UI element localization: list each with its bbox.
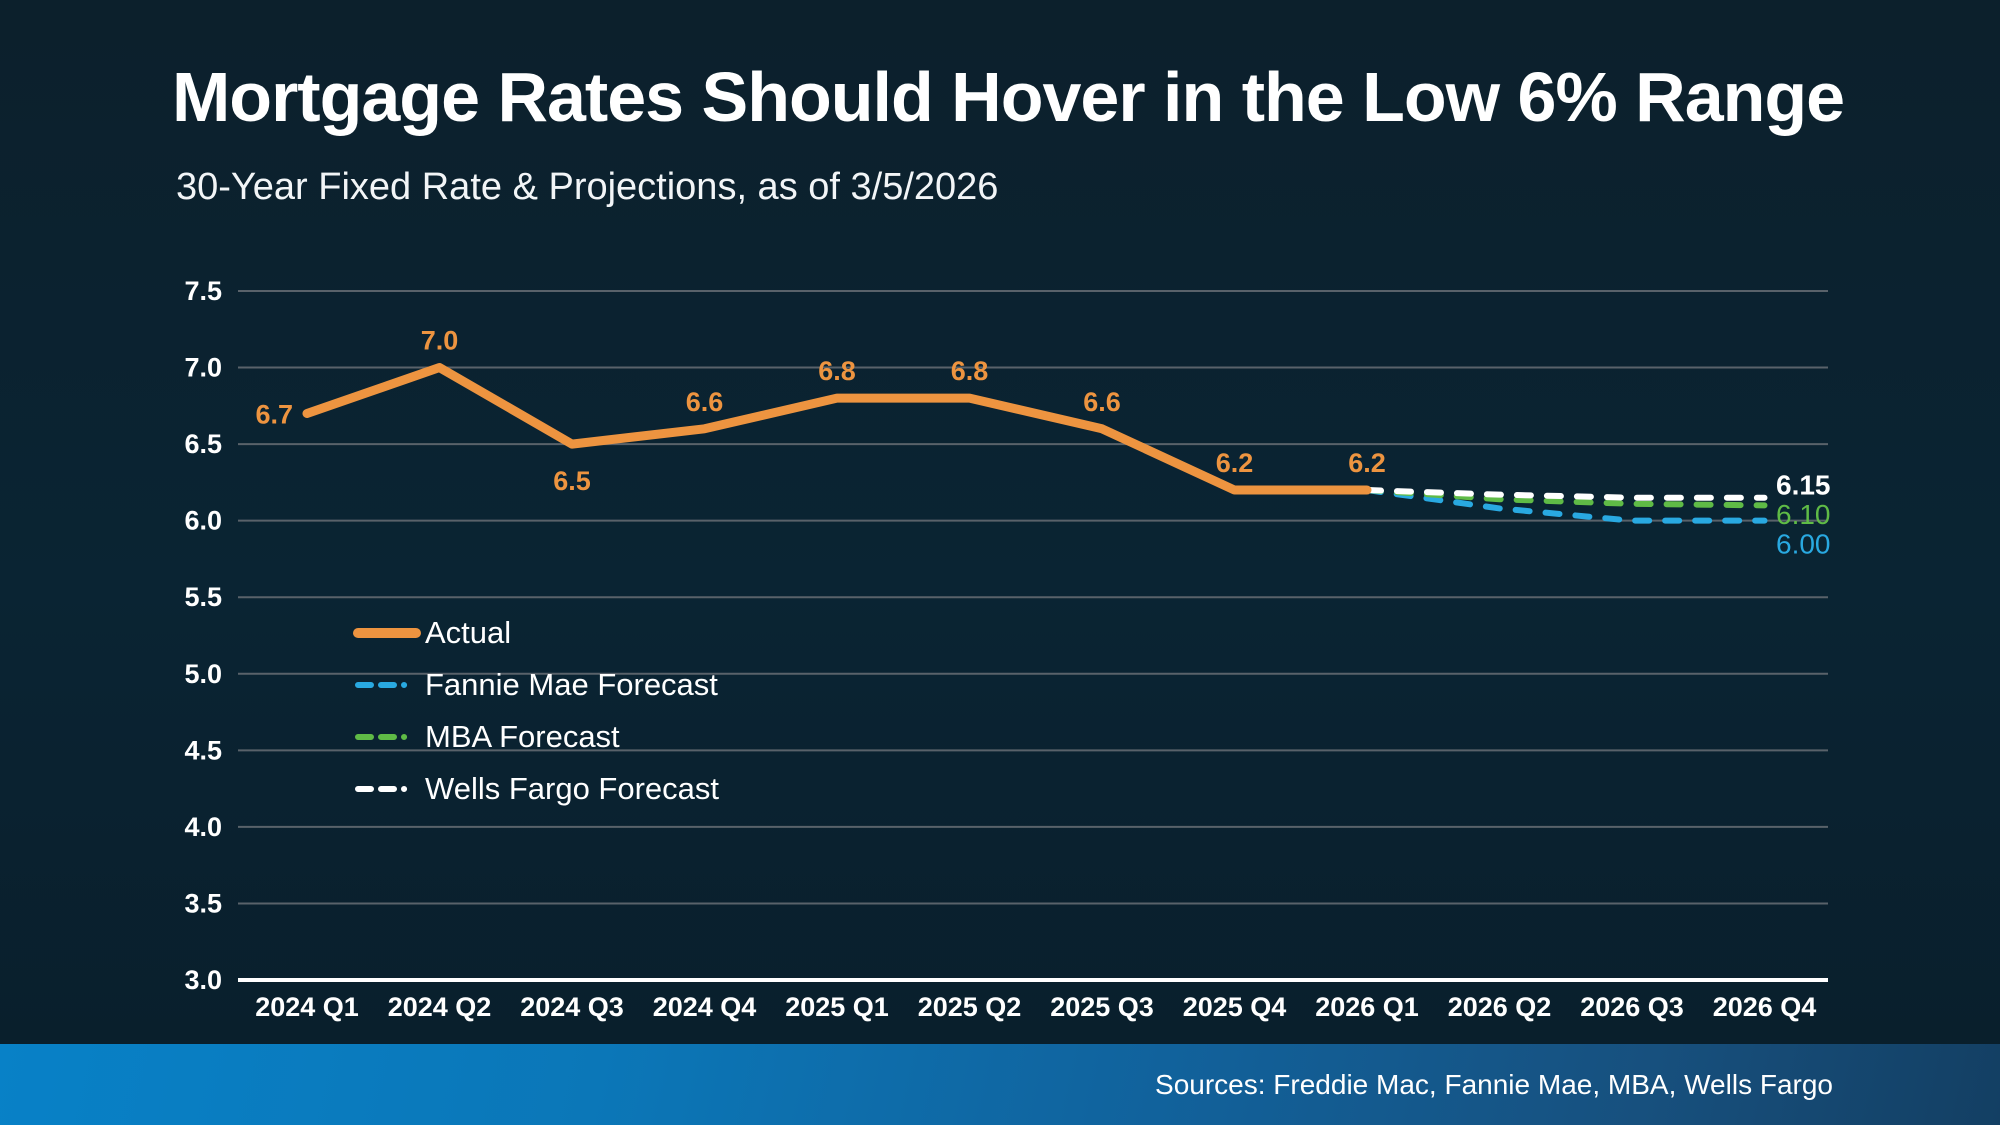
svg-text:2026 Q2: 2026 Q2 xyxy=(1448,992,1552,1022)
legend-label: Fannie Mae Forecast xyxy=(425,667,718,702)
svg-text:2024 Q1: 2024 Q1 xyxy=(255,992,359,1022)
actual-point-labels: 6.7 7.0 6.5 6.6 6.8 6.8 6.6 6.2 6.2 xyxy=(255,326,1385,497)
svg-text:6.15: 6.15 xyxy=(1776,470,1831,501)
svg-text:6.2: 6.2 xyxy=(1348,448,1386,478)
svg-text:6.0: 6.0 xyxy=(184,506,222,536)
legend-label: Actual xyxy=(425,615,512,650)
legend-swatch xyxy=(355,734,419,740)
legend-swatch xyxy=(355,786,419,792)
svg-text:5.0: 5.0 xyxy=(184,659,222,689)
svg-text:3.0: 3.0 xyxy=(184,965,222,995)
svg-text:6.10: 6.10 xyxy=(1776,499,1831,530)
svg-text:6.6: 6.6 xyxy=(686,387,724,417)
svg-text:5.5: 5.5 xyxy=(184,582,222,612)
forecast-end-labels: 6.156.106.00 xyxy=(1776,470,1831,560)
svg-text:2025 Q1: 2025 Q1 xyxy=(785,992,889,1022)
series-line-wells-fargo-forecast xyxy=(1364,487,1768,501)
legend-item-wells-fargo-forecast: Wells Fargo Forecast xyxy=(352,763,912,815)
svg-text:2024 Q2: 2024 Q2 xyxy=(388,992,492,1022)
svg-text:6.8: 6.8 xyxy=(818,356,856,386)
chart-title: Mortgage Rates Should Hover in the Low 6… xyxy=(172,58,1845,136)
gridlines xyxy=(238,290,1828,982)
chart-subtitle: 30-Year Fixed Rate & Projections, as of … xyxy=(176,166,999,208)
svg-text:4.0: 4.0 xyxy=(184,812,222,842)
chart-legend: Actual Fannie Mae Forecast MBA Forecast … xyxy=(352,607,912,815)
legend-item-mba-forecast: MBA Forecast xyxy=(352,711,912,763)
svg-text:2024 Q3: 2024 Q3 xyxy=(520,992,624,1022)
svg-text:7.5: 7.5 xyxy=(184,276,222,306)
legend-label: MBA Forecast xyxy=(425,719,620,754)
svg-text:2025 Q3: 2025 Q3 xyxy=(1050,992,1154,1022)
legend-item-actual: Actual xyxy=(352,607,912,659)
svg-text:6.5: 6.5 xyxy=(184,429,222,459)
svg-text:2026 Q3: 2026 Q3 xyxy=(1580,992,1684,1022)
legend-label: Wells Fargo Forecast xyxy=(425,771,720,806)
legend-item-fannie-mae-forecast: Fannie Mae Forecast xyxy=(352,659,912,711)
x-axis-labels: 2024 Q1 2024 Q2 2024 Q3 2024 Q4 2025 Q1 2025 … xyxy=(255,992,1816,1022)
sources-text: Sources: Freddie Mac, Fannie Mae, MBA, W… xyxy=(1155,1068,1833,1100)
svg-text:2026 Q4: 2026 Q4 xyxy=(1713,992,1817,1022)
svg-text:2025 Q2: 2025 Q2 xyxy=(918,992,1022,1022)
svg-text:6.6: 6.6 xyxy=(1083,387,1121,417)
svg-text:2026 Q1: 2026 Q1 xyxy=(1315,992,1419,1022)
svg-text:6.5: 6.5 xyxy=(553,466,591,496)
svg-text:2025 Q4: 2025 Q4 xyxy=(1183,992,1287,1022)
series-line-actual xyxy=(302,363,1372,495)
svg-text:7.0: 7.0 xyxy=(421,326,459,356)
series-line-fannie-mae-forecast xyxy=(1364,487,1768,524)
svg-text:4.5: 4.5 xyxy=(184,735,222,765)
svg-text:6.8: 6.8 xyxy=(951,356,989,386)
svg-text:7.0: 7.0 xyxy=(184,353,222,383)
y-axis-labels: 3.0 3.5 4.0 4.5 5.0 5.5 6.0 6.5 7.0 7.5 xyxy=(184,276,222,995)
svg-text:2024 Q4: 2024 Q4 xyxy=(653,992,757,1022)
footer-bar: Sources: Freddie Mac, Fannie Mae, MBA, W… xyxy=(0,1044,2000,1125)
legend-swatch xyxy=(355,682,419,688)
legend-swatch xyxy=(353,628,421,638)
svg-text:6.7: 6.7 xyxy=(255,399,293,429)
svg-text:6.00: 6.00 xyxy=(1776,529,1831,560)
svg-text:3.5: 3.5 xyxy=(184,888,222,918)
svg-text:6.2: 6.2 xyxy=(1216,448,1254,478)
